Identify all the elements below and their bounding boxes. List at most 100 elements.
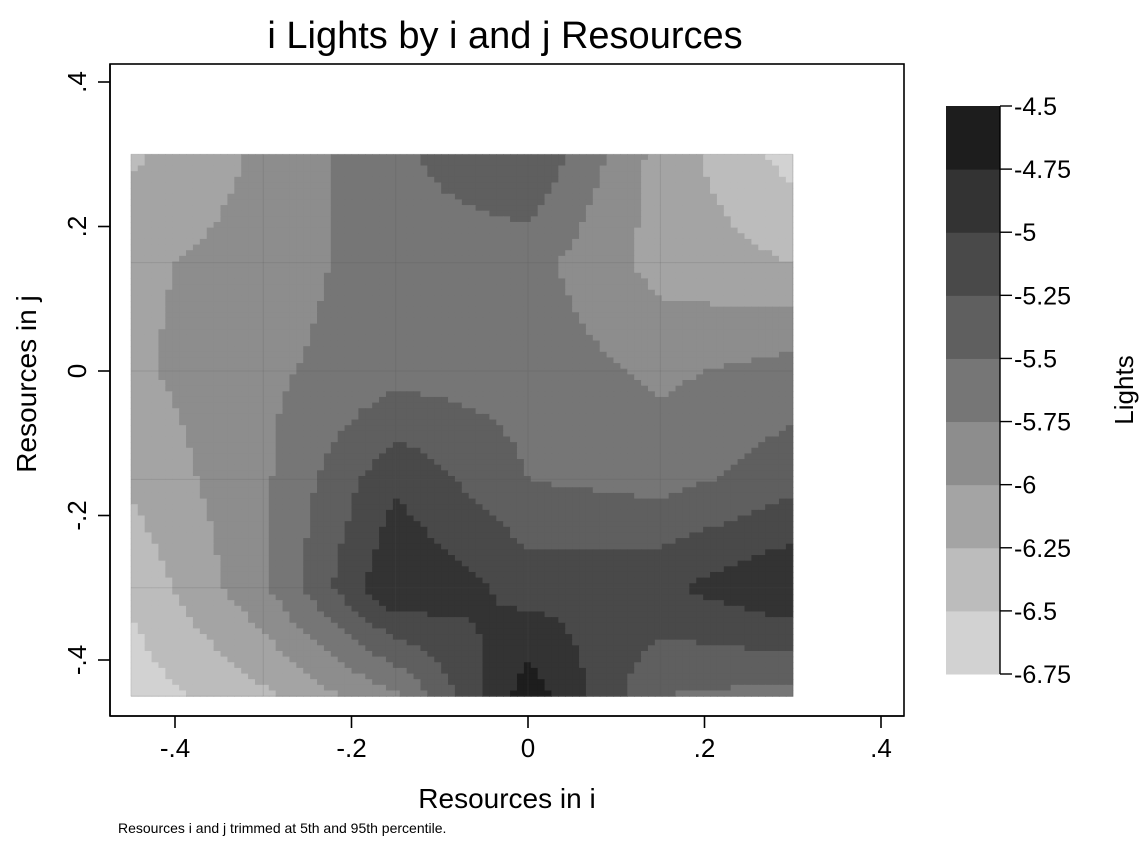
contour-cell: [530, 210, 539, 217]
contour-cell: [634, 159, 642, 167]
contour-cell: [379, 233, 387, 240]
contour-cell: [137, 165, 146, 172]
contour-cell: [379, 357, 387, 364]
contour-cell: [330, 340, 339, 347]
contour-cell: [282, 284, 291, 291]
contour-cell: [599, 340, 608, 347]
contour-cell: [544, 233, 553, 240]
contour-cell: [172, 210, 180, 217]
contour-cell: [765, 306, 773, 313]
contour-cell: [744, 419, 752, 426]
contour-cell: [503, 430, 511, 438]
contour-cell: [399, 193, 408, 200]
contour-cell: [227, 340, 235, 347]
contour-cell: [696, 250, 704, 257]
contour-cell: [241, 233, 249, 240]
contour-cell: [579, 244, 587, 251]
contour-cell: [765, 402, 773, 409]
contour-cell: [358, 351, 366, 359]
contour-cell: [158, 334, 166, 342]
contour-cell: [289, 267, 297, 274]
contour-cell: [523, 385, 532, 392]
contour-cell: [213, 182, 222, 189]
contour-cell: [613, 261, 621, 268]
contour-cell: [351, 419, 359, 426]
contour-cell: [606, 380, 615, 387]
contour-cell: [668, 317, 677, 325]
contour-cell: [482, 340, 490, 347]
contour-cell: [420, 413, 428, 421]
contour-cell: [530, 171, 539, 178]
contour-cell: [130, 278, 139, 285]
contour-cell: [213, 306, 222, 313]
contour-cell: [510, 261, 518, 268]
contour-cell: [551, 188, 559, 195]
contour-cell: [137, 193, 146, 200]
contour-cell: [303, 295, 311, 302]
contour-cell: [710, 374, 718, 381]
contour-cell: [551, 278, 559, 285]
contour-cell: [351, 340, 359, 347]
contour-cell: [406, 312, 415, 319]
contour-cell: [703, 306, 711, 313]
contour-cell: [317, 413, 325, 421]
contour-cell: [620, 357, 628, 364]
contour-cell: [192, 363, 201, 370]
contour-cell: [385, 317, 394, 325]
contour-cell: [537, 289, 546, 296]
contour-cell: [254, 340, 263, 347]
contour-cell: [448, 176, 456, 184]
contour-cell: [372, 374, 380, 381]
contour-cell: [716, 255, 725, 263]
contour-cell: [737, 301, 746, 308]
contour-cell: [344, 221, 353, 229]
contour-cell: [689, 436, 697, 443]
contour-cell: [758, 374, 766, 381]
contour-cell: [765, 205, 773, 212]
contour-cell: [723, 340, 732, 347]
contour-cell: [668, 306, 677, 313]
contour-cell: [192, 312, 201, 319]
contour-cell: [510, 391, 518, 398]
contour-cell: [144, 165, 153, 172]
contour-cell: [758, 419, 766, 426]
contour-cell: [289, 295, 297, 302]
contour-cell: [641, 216, 649, 223]
contour-cell: [358, 430, 366, 438]
contour-cell: [716, 159, 725, 167]
contour-cell: [351, 312, 359, 319]
contour-cell: [634, 199, 642, 206]
contour-cell: [310, 363, 318, 370]
contour-cell: [227, 244, 235, 251]
contour-cell: [172, 334, 180, 342]
contour-cell: [710, 250, 718, 257]
contour-cell: [785, 363, 794, 370]
contour-cell: [558, 278, 566, 285]
contour-cell: [158, 363, 166, 370]
contour-cell: [751, 193, 759, 200]
contour-cell: [592, 402, 601, 409]
contour-cell: [227, 413, 235, 421]
contour-cell: [310, 301, 318, 308]
contour-cell: [723, 250, 732, 257]
contour-cell: [165, 159, 173, 167]
contour-cell: [323, 396, 332, 404]
contour-cell: [227, 380, 235, 387]
contour-cell: [716, 340, 725, 347]
contour-cell: [254, 272, 263, 280]
contour-cell: [365, 408, 373, 415]
contour-cell: [585, 317, 594, 325]
contour-cell: [654, 374, 663, 381]
contour-cell: [482, 436, 490, 443]
contour-cell: [151, 312, 160, 319]
contour-cell: [192, 159, 201, 167]
contour-cell: [772, 346, 780, 353]
contour-cell: [682, 374, 690, 381]
contour-cell: [344, 233, 353, 240]
contour-cell: [620, 312, 628, 319]
contour-cell: [516, 193, 525, 200]
contour-cell: [537, 442, 546, 449]
contour-cell: [365, 199, 373, 206]
contour-cell: [641, 227, 649, 234]
contour-cell: [606, 227, 615, 234]
